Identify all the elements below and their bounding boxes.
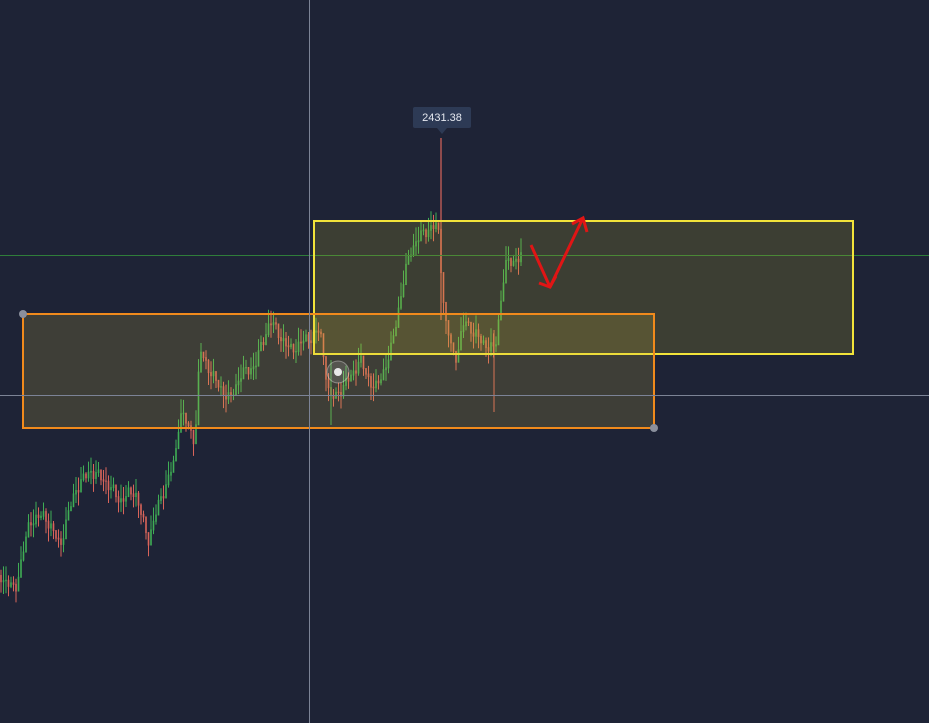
arrow-head (538, 275, 558, 289)
arrow-head (571, 215, 589, 233)
cursor-dot (334, 368, 342, 376)
price-tooltip (413, 107, 471, 128)
yellow-zone[interactable] (313, 220, 854, 355)
price-label: 2431.38 (422, 112, 462, 124)
handle[interactable] (19, 310, 27, 318)
handle[interactable] (650, 424, 658, 432)
tooltip-pointer (437, 128, 447, 134)
